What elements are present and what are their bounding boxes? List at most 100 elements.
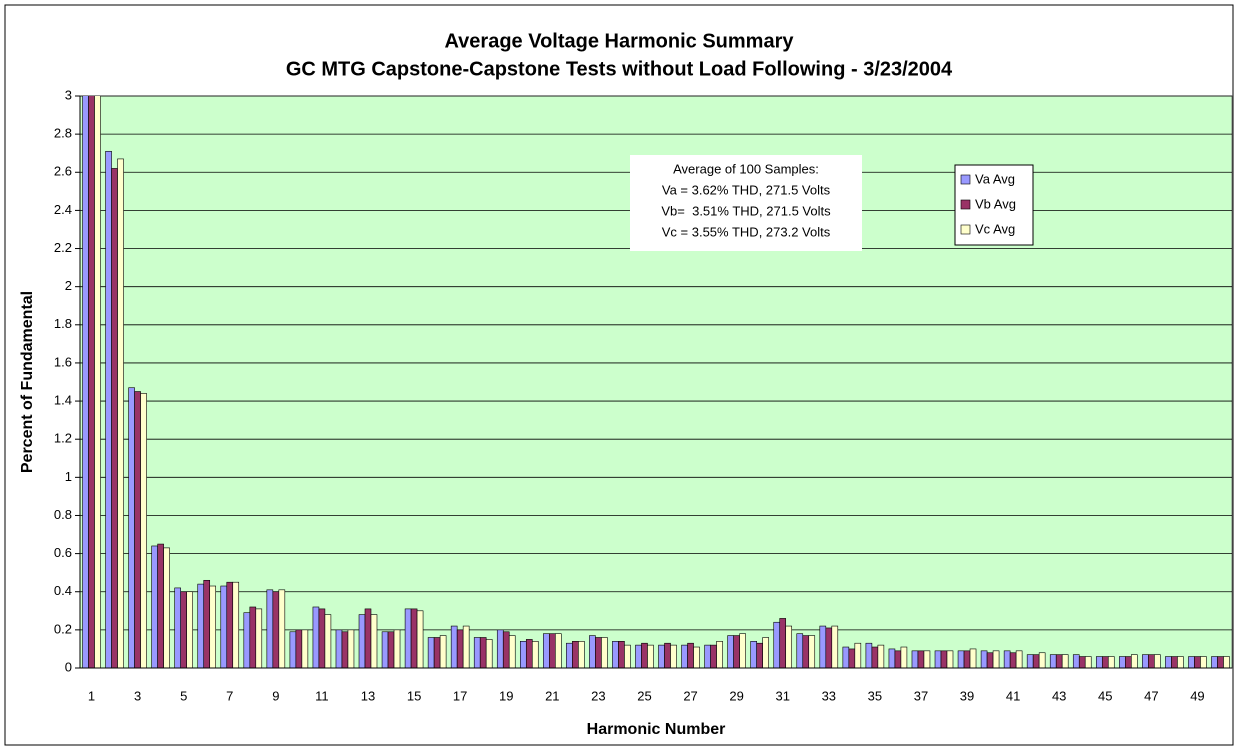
bar [1107,656,1115,668]
bar [595,637,602,668]
legend-swatch [960,174,971,185]
bar [312,606,320,668]
bar [940,650,948,668]
bar [381,631,389,668]
y-tick-label: 1.2 [54,431,72,446]
x-tick-label: 41 [1006,688,1020,703]
bar [848,648,856,668]
bar [894,650,902,668]
x-tick-label: 31 [775,688,789,703]
legend-swatch [960,224,971,235]
bar [785,625,793,668]
bar [716,641,723,668]
bar [186,591,193,668]
bar [134,391,141,668]
bar [647,644,654,668]
bar [923,650,931,668]
y-axis-title: Percent of Fundamental [19,291,36,473]
bar [111,168,118,668]
x-axis-title: Harmonic Number [587,721,726,738]
bar [572,641,579,668]
bar [1125,656,1132,668]
bar [946,650,954,668]
bar [387,631,395,668]
bar [1009,652,1017,668]
bar [370,614,378,668]
bar [624,644,631,668]
bar [456,629,464,668]
bar [295,629,303,668]
bar [410,608,418,668]
y-tick-label: 1.8 [54,316,72,331]
bar [174,587,181,668]
y-tick-label: 3 [65,87,72,102]
bar [416,610,424,668]
x-tick-label: 11 [315,688,329,703]
x-tick-label: 33 [822,688,836,703]
bar [140,393,147,668]
bar [197,583,205,668]
bar [739,633,746,668]
bar [508,635,516,668]
bar [693,646,700,668]
bar [94,96,101,668]
bar [980,650,988,668]
bar [641,642,648,668]
bar [128,387,135,668]
bar [1188,656,1195,668]
bar [1101,656,1109,668]
bar [670,644,677,668]
annotation-line: Va = 3.62% THD, 271.5 Volts [662,182,831,197]
bar [301,629,309,668]
legend-label: Va Avg [975,171,1015,186]
bar [1223,656,1230,668]
bar [566,642,573,668]
bar [618,641,625,668]
bar [519,641,527,668]
legend-swatch [960,199,971,210]
bar [750,641,757,668]
x-tick-label: 3 [134,688,141,703]
bar [439,635,447,668]
y-tick-label: 2.4 [54,202,72,217]
bar [1200,656,1207,668]
x-tick-label: 45 [1098,688,1112,703]
bar [802,635,810,668]
legend-label: Vb Avg [975,196,1016,211]
bar [1177,656,1184,668]
bar [658,644,665,668]
bar [479,637,487,668]
bar [543,633,550,668]
y-tick-label: 0.2 [54,621,72,636]
bar [555,633,562,668]
bar [762,637,769,668]
bar [341,631,349,668]
bar [549,633,556,668]
bar [900,646,908,668]
y-tick-label: 0 [65,659,72,674]
bar [485,639,493,668]
bar [854,642,862,668]
bar [888,648,896,668]
bar [796,633,804,668]
bar [911,650,919,668]
bar [963,650,971,668]
bar [664,642,671,668]
x-tick-label: 9 [272,688,279,703]
bar [1003,650,1011,668]
bar [1072,654,1080,668]
bar [393,629,401,668]
bar [1131,654,1138,668]
bar [733,635,740,668]
bar [358,614,366,668]
bar [986,652,994,668]
bar [1142,654,1149,668]
annotation-line: Vb= 3.51% THD, 271.5 Volts [661,203,831,218]
bar [1154,654,1161,668]
bar [278,589,286,668]
grid [80,95,1232,669]
bar [180,591,187,668]
bar [1078,656,1086,668]
bar [1038,652,1046,668]
